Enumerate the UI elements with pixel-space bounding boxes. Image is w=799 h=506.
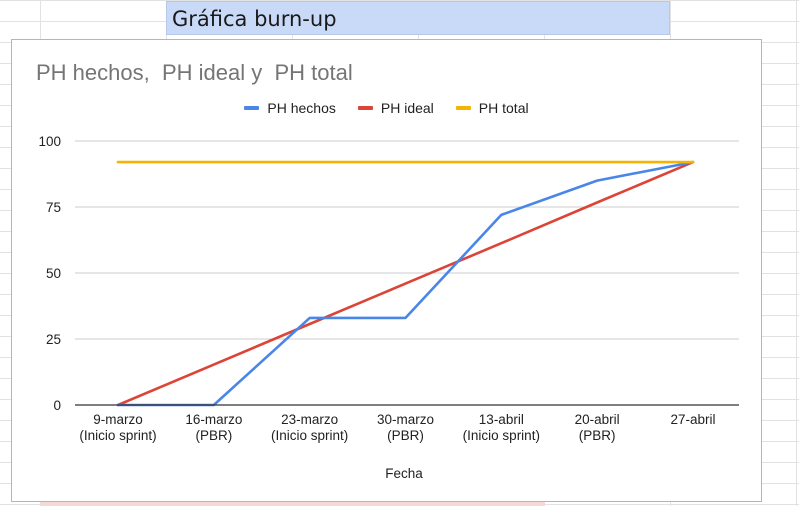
chart-plot: 0 25 50 75 100 9-marzo (Inicio sprint) 16-marz… <box>38 134 739 481</box>
legend-item-ph-total: PH total <box>455 100 529 116</box>
x-tick-label: 13-abril (Inicio sprint) <box>463 412 540 443</box>
legend-label-ph-hechos: PH hechos <box>267 100 336 116</box>
y-tick-label: 100 <box>38 134 61 149</box>
legend-swatch-ph-hechos <box>244 106 260 110</box>
y-tick-label: 50 <box>46 266 61 281</box>
chart-legend: PH hechos PH ideal PH total <box>12 100 761 116</box>
legend-swatch-ph-ideal <box>357 106 373 110</box>
highlighted-cell-strip <box>40 500 545 506</box>
x-tick-label: 20-abril (PBR) <box>575 412 620 443</box>
x-tick-label: 30-marzo (PBR) <box>377 412 434 443</box>
y-tick-label: 0 <box>53 398 61 413</box>
legend-swatch-ph-total <box>455 106 471 110</box>
x-tick-label: 16-marzo (PBR) <box>185 412 242 443</box>
legend-item-ph-hechos: PH hechos <box>244 100 336 116</box>
x-tick-label: 9-marzo (Inicio sprint) <box>79 412 156 443</box>
sheet-title-cell[interactable]: Gráfica burn-up <box>166 1 670 35</box>
gridlines <box>75 140 739 340</box>
legend-item-ph-ideal: PH ideal <box>357 100 434 116</box>
x-tick-label: 27-abril <box>670 412 715 427</box>
x-axis-title: Fecha <box>385 466 423 481</box>
y-axis-ticks: 0 25 50 75 100 <box>38 134 61 413</box>
legend-label-ph-total: PH total <box>478 100 529 116</box>
y-tick-label: 25 <box>46 332 61 347</box>
x-tick-label: 23-marzo (Inicio sprint) <box>271 412 348 443</box>
x-axis-ticks: 9-marzo (Inicio sprint) 16-marzo (PBR) 23-ma… <box>79 412 715 443</box>
series-line-ph-ideal <box>116 160 695 407</box>
series-lines <box>116 160 695 407</box>
chart-container[interactable]: PH hechos, PH ideal y PH total PH hechos… <box>11 39 762 502</box>
legend-label-ph-ideal: PH ideal <box>380 100 434 116</box>
y-tick-label: 75 <box>46 200 61 215</box>
chart-title: PH hechos, PH ideal y PH total <box>36 60 353 85</box>
